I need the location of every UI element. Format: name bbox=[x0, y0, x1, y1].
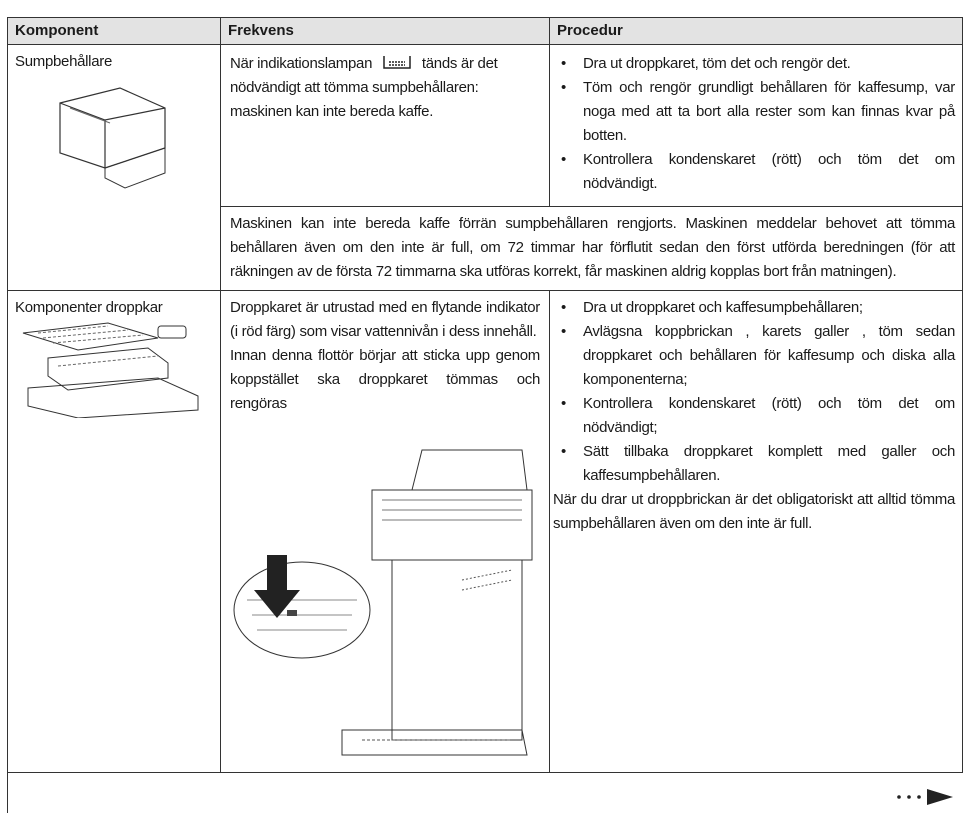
procedure-item: Avlägsna koppbrickan , karets galler , t… bbox=[559, 320, 955, 392]
border bbox=[220, 206, 963, 207]
procedure-item: Dra ut droppkaret och kaffesumpbehållare… bbox=[559, 296, 955, 320]
border bbox=[7, 17, 8, 813]
frequency-text: Innan denna flottör börjar att sticka up… bbox=[230, 347, 540, 412]
procedure-note: När du drar ut droppbrickan är det oblig… bbox=[553, 491, 955, 532]
header-cell: Procedur bbox=[557, 22, 623, 39]
procedure-item: Sätt tillbaka droppkaret komplett med ga… bbox=[559, 440, 955, 488]
border bbox=[7, 290, 963, 291]
frequency-text: Droppkaret är utrustad med en flytande i… bbox=[230, 299, 540, 340]
border bbox=[7, 44, 963, 45]
procedure-item: Kontrollera kondenskaret (rött) och töm … bbox=[559, 392, 955, 440]
procedure-item: Kontrollera kondenskaret (rött) och töm … bbox=[559, 148, 955, 196]
drip-tray-illustration bbox=[22, 322, 199, 418]
component: Komponenter droppkar bbox=[15, 299, 163, 316]
border bbox=[220, 17, 221, 773]
border bbox=[7, 17, 963, 18]
frequency-text: tänds är det nödvändigt att tömma sumpbe… bbox=[230, 55, 498, 120]
border bbox=[7, 772, 963, 773]
procedure-item: Töm och rengör grundligt behållaren för … bbox=[559, 76, 955, 148]
procedure-list: Dra ut droppkaret, töm det och rengör de… bbox=[559, 52, 955, 196]
container-illustration bbox=[59, 87, 166, 189]
frequency-text: När indikationslampan bbox=[230, 55, 373, 72]
header-bg bbox=[7, 17, 963, 44]
border bbox=[962, 17, 963, 773]
border bbox=[549, 17, 550, 207]
frequency: Droppkaret är utrustad med en flytande i… bbox=[230, 296, 540, 416]
procedure-list: Dra ut droppkaret och kaffesumpbehållare… bbox=[559, 296, 955, 488]
indicator-icon bbox=[383, 56, 411, 69]
header-cell: Komponent bbox=[15, 22, 99, 39]
procedure-item: Dra ut droppkaret, töm det och rengör de… bbox=[559, 52, 955, 76]
component: Sumpbehållare bbox=[15, 53, 112, 70]
header-cell: Frekvens bbox=[228, 22, 294, 39]
machine-illustration bbox=[233, 449, 533, 756]
frequency: När indikationslampan tänds är det nödvä… bbox=[230, 52, 540, 124]
border bbox=[549, 290, 550, 773]
continue-arrow bbox=[897, 789, 953, 805]
note: Maskinen kan inte bereda kaffe förrän su… bbox=[230, 215, 955, 280]
